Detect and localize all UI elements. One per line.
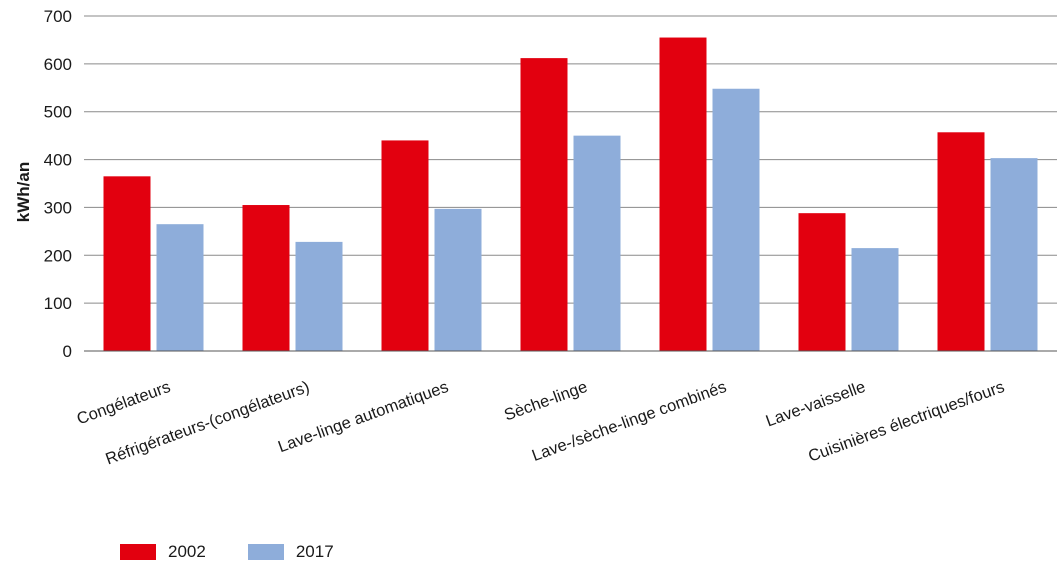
- y-tick-label: 200: [44, 246, 72, 265]
- bar-2002: [937, 132, 985, 351]
- bar-2017: [295, 241, 343, 351]
- legend: 2002 2017: [120, 541, 376, 563]
- bar-2002: [520, 58, 568, 351]
- legend-item-2002: 2002: [120, 542, 206, 562]
- bar-2017: [851, 248, 899, 351]
- legend-swatch-2002: [120, 544, 156, 560]
- bar-2002: [798, 213, 846, 351]
- legend-label-2002: 2002: [168, 542, 206, 561]
- y-tick-label: 500: [44, 103, 72, 122]
- bar-2017: [990, 158, 1038, 351]
- bar-2017: [434, 208, 482, 351]
- y-tick-label: 300: [44, 198, 72, 217]
- x-category-label: Congélateurs: [74, 378, 172, 428]
- bar-2002: [242, 205, 290, 351]
- y-axis-title: kWh/an: [14, 162, 33, 222]
- bar-2017: [573, 135, 621, 351]
- bar-chart: 0 100 200 300 400 500 600 700 CongélateursRéfri…: [14, 7, 1057, 469]
- legend-item-2017: 2017: [247, 542, 334, 562]
- bar-2002: [103, 176, 151, 351]
- legend-swatch-2017: [247, 544, 284, 560]
- y-tick-label: 100: [44, 294, 72, 313]
- y-tick-label: 600: [44, 55, 72, 74]
- gridlines: [84, 15, 1057, 304]
- x-category-label: Sèche-linge: [502, 378, 590, 425]
- bar-2002: [659, 37, 707, 352]
- x-category-label: Lave-vaisselle: [763, 378, 867, 431]
- legend-label-2017: 2017: [295, 542, 334, 561]
- bars: [103, 37, 1038, 352]
- bar-2017: [712, 88, 760, 351]
- y-tick-label: 700: [44, 7, 72, 26]
- y-tick-label: 400: [44, 151, 72, 170]
- bar-2002: [381, 140, 429, 351]
- y-axis-ticks: 0 100 200 300 400 500 600 700: [44, 7, 72, 361]
- bar-2017: [156, 224, 204, 351]
- x-axis-category-labels: CongélateursRéfrigérateurs-(congélateurs…: [74, 378, 1006, 469]
- y-tick-label: 0: [63, 342, 72, 361]
